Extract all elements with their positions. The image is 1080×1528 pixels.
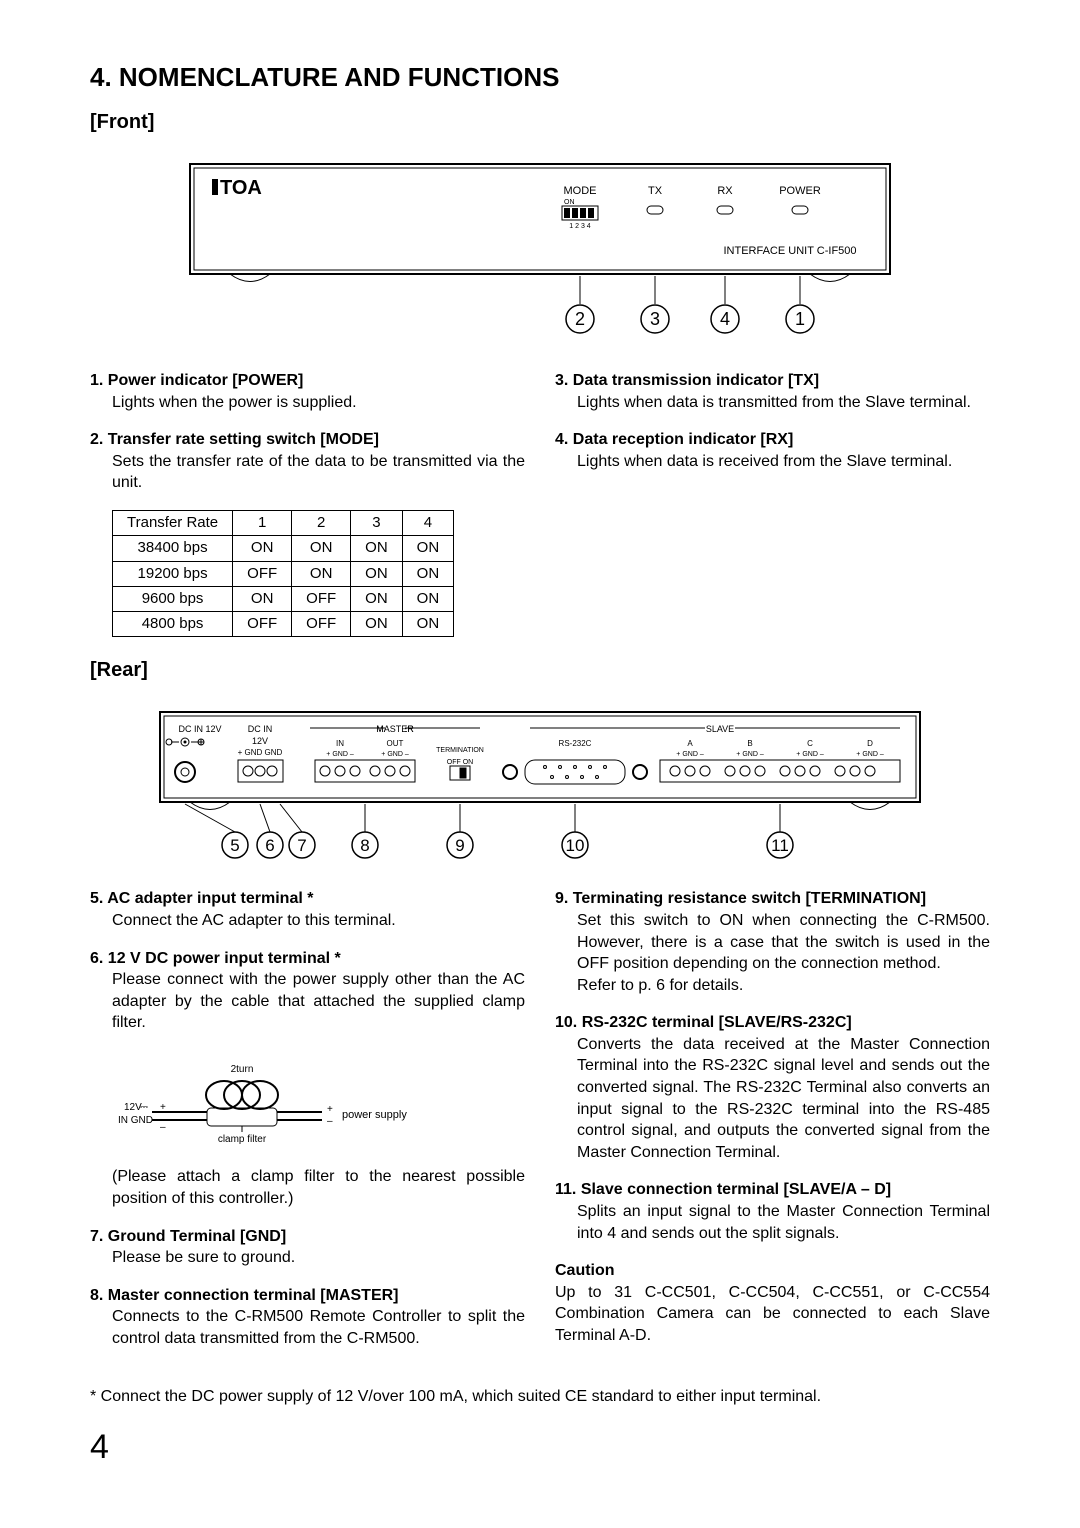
front-heading: [Front] <box>90 109 990 136</box>
front-item-1: 1. Power indicator [POWER] Lights when t… <box>90 370 525 413</box>
svg-text:+ GND –: + GND – <box>381 751 409 758</box>
svg-text:1: 1 <box>795 309 805 329</box>
svg-text:1 2 3 4: 1 2 3 4 <box>569 223 591 230</box>
svg-text:DC IN 12V: DC IN 12V <box>178 724 221 734</box>
front-panel-diagram: TOA MODE TX RX POWER ON 1 2 3 4 INTERFAC… <box>150 154 930 354</box>
transfer-rate-table: Transfer Rate 12 34 38400 bpsONONONON 19… <box>112 510 454 637</box>
svg-text:power supply: power supply <box>342 1109 407 1121</box>
front-item-4: 4. Data reception indicator [RX] Lights … <box>555 429 990 472</box>
svg-text:+ GND –: + GND – <box>736 751 764 758</box>
rear-item-6: 6. 12 V DC power input terminal * Please… <box>90 948 525 1034</box>
svg-text:+ GND –: + GND – <box>326 751 354 758</box>
svg-text:12V: 12V <box>252 736 268 746</box>
svg-text:C: C <box>807 739 813 748</box>
svg-text:MASTER: MASTER <box>376 724 414 734</box>
svg-text:INTERFACE UNIT C-IF500: INTERFACE UNIT C-IF500 <box>723 245 856 257</box>
caution-block: Caution Up to 31 C-CC501, C-CC504, C-CC5… <box>555 1260 990 1346</box>
rear-heading: [Rear] <box>90 657 990 684</box>
rear-item-9: 9. Terminating resistance switch [TERMIN… <box>555 888 990 996</box>
svg-text:+ GND –: + GND – <box>796 751 824 758</box>
rear-item-5: 5. AC adapter input terminal * Connect t… <box>90 888 525 931</box>
rear-columns: 5. AC adapter input terminal * Connect t… <box>90 888 990 1365</box>
svg-text:2: 2 <box>575 309 585 329</box>
svg-text:OFF ON: OFF ON <box>447 759 473 766</box>
section-title: 4. NOMENCLATURE AND FUNCTIONS <box>90 60 990 95</box>
svg-text:6: 6 <box>265 836 274 855</box>
svg-text:11: 11 <box>771 836 789 855</box>
svg-text:2turn: 2turn <box>231 1064 254 1075</box>
svg-text:–: – <box>327 1116 333 1127</box>
brand-text: TOA <box>220 177 262 199</box>
front-item-3: 3. Data transmission indicator [TX] Ligh… <box>555 370 990 413</box>
svg-text:+ GND –: + GND – <box>676 751 704 758</box>
svg-text:7: 7 <box>297 836 306 855</box>
svg-text:SLAVE: SLAVE <box>706 724 734 734</box>
svg-text:IN GND: IN GND <box>118 1115 153 1126</box>
svg-text:+: + <box>327 1104 333 1115</box>
svg-text:TERMINATION: TERMINATION <box>436 747 484 754</box>
svg-text:3: 3 <box>650 309 660 329</box>
svg-text:RX: RX <box>717 185 733 197</box>
svg-text:MODE: MODE <box>564 185 597 197</box>
th-rate: Transfer Rate <box>113 511 233 536</box>
page-number: 4 <box>90 1425 990 1471</box>
svg-text:clamp filter: clamp filter <box>218 1134 267 1145</box>
rear-item-7: 7. Ground Terminal [GND] Please be sure … <box>90 1226 525 1269</box>
rear-item-10: 10. RS-232C terminal [SLAVE/RS-232C] Con… <box>555 1012 990 1163</box>
svg-text:RS-232C: RS-232C <box>559 739 592 748</box>
svg-text:B: B <box>747 739 752 748</box>
front-columns: 1. Power indicator [POWER] Lights when t… <box>90 370 990 647</box>
footnote: * Connect the DC power supply of 12 V/ov… <box>90 1386 990 1408</box>
svg-text:DC IN: DC IN <box>248 724 273 734</box>
svg-text:A: A <box>687 739 693 748</box>
rear-panel-diagram: DC IN 12V DC IN 12V + GND GND MASTER MAS… <box>130 702 950 872</box>
svg-text:4: 4 <box>720 309 730 329</box>
svg-text:IN: IN <box>336 739 344 748</box>
svg-text:D: D <box>867 739 873 748</box>
svg-text:–: – <box>160 1122 166 1133</box>
svg-text:OUT: OUT <box>387 739 404 748</box>
svg-text:ON: ON <box>564 199 575 206</box>
svg-text:+ GND GND: + GND GND <box>238 748 283 757</box>
svg-text:+: + <box>160 1102 166 1113</box>
svg-text:5: 5 <box>230 836 239 855</box>
rear-item-8: 8. Master connection terminal [MASTER] C… <box>90 1285 525 1350</box>
svg-text:TX: TX <box>648 185 663 197</box>
svg-text:9: 9 <box>455 836 464 855</box>
rear-item-6-note: (Please attach a clamp filter to the nea… <box>90 1166 525 1209</box>
rear-item-11: 11. Slave connection terminal [SLAVE/A –… <box>555 1179 990 1244</box>
svg-text:10: 10 <box>566 836 585 855</box>
svg-text:POWER: POWER <box>779 185 821 197</box>
front-item-2: 2. Transfer rate setting switch [MODE] S… <box>90 429 525 494</box>
svg-text:⎓: ⎓ <box>140 1102 148 1113</box>
svg-text:8: 8 <box>360 836 369 855</box>
clamp-filter-diagram: 2turn 12V ⎓ IN GND + – + – power supply … <box>112 1060 432 1150</box>
svg-text:+ GND –: + GND – <box>856 751 884 758</box>
